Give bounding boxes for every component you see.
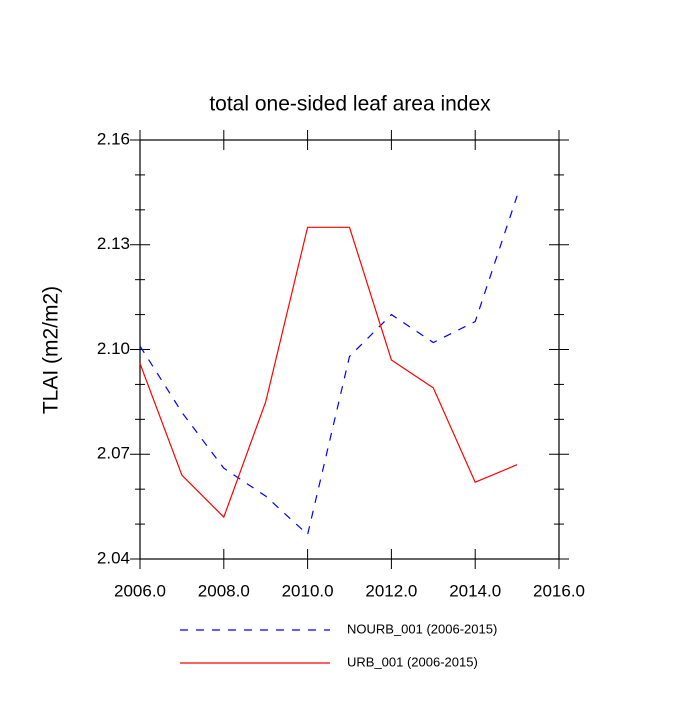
x-tick-label: 2010.0 [282,581,334,600]
y-tick-label: 2.13 [97,234,130,253]
x-tick-label: 2016.0 [533,581,585,600]
series-line [139,195,518,536]
y-tick-label: 2.07 [97,444,130,463]
legend-label: URB_001 (2006-2015) [347,654,478,669]
y-tick-label: 2.16 [97,129,130,148]
chart-title: total one-sided leaf area index [209,93,491,116]
series-line [139,226,518,519]
x-tick-label: 2006.0 [114,581,166,600]
y-tick-label: 2.04 [97,548,130,567]
legend-label: NOURB_001 (2006-2015) [347,621,497,636]
x-tick-label: 2014.0 [449,581,501,600]
y-axis-label: TLAI (m2/m2) [40,286,63,414]
y-tick-label: 2.10 [97,339,130,358]
x-tick-label: 2008.0 [198,581,250,600]
x-tick-label: 2012.0 [365,581,417,600]
